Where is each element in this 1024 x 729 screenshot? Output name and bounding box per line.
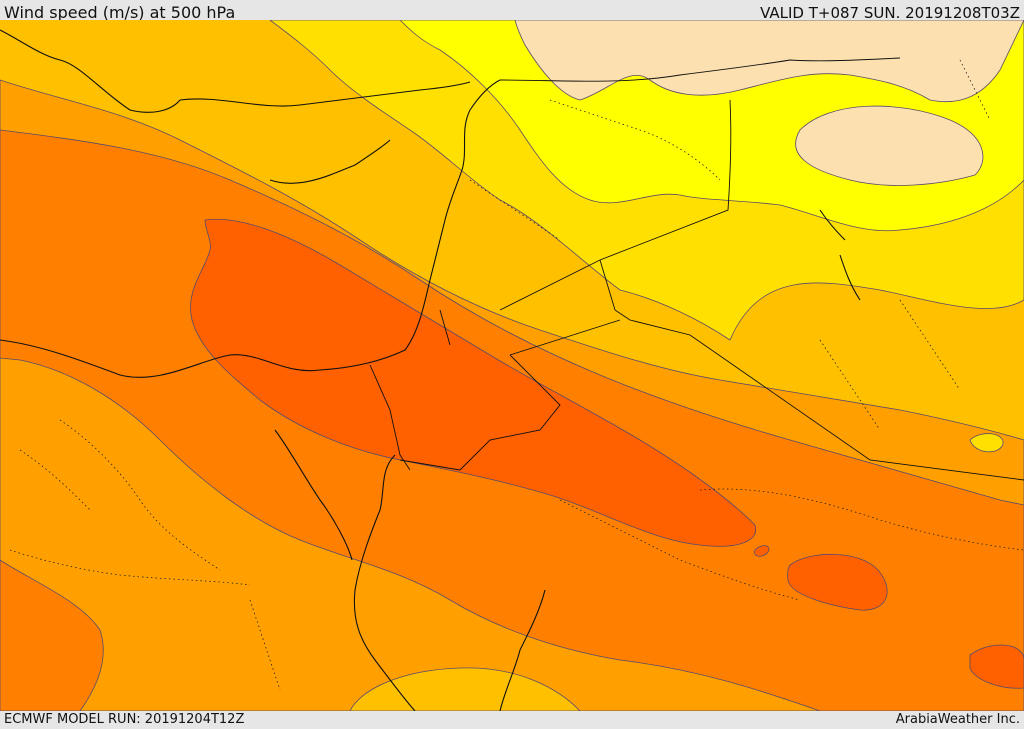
- valid-time: VALID T+087 SUN. 20191208T03Z: [760, 4, 1020, 22]
- map-footer: ECMWF MODEL RUN: 20191204T12Z ArabiaWeat…: [0, 711, 1024, 729]
- wind-band-red-orange: [787, 553, 888, 611]
- wind-band-gold: [349, 667, 581, 711]
- country-borders: [369, 57, 1024, 481]
- wind-band-deep-orange: [0, 559, 104, 711]
- wind-band-pale: [514, 20, 1024, 103]
- wind-band-red-orange: [190, 218, 757, 547]
- wind-band-gold: [969, 433, 1004, 453]
- wind-band-pale: [795, 105, 984, 186]
- map-title: Wind speed (m/s) at 500 hPa: [4, 3, 236, 22]
- wind-band-red-orange: [969, 644, 1024, 689]
- admin-boundaries: [9, 59, 1024, 691]
- coastlines: [0, 29, 861, 711]
- wind-speed-map: [0, 20, 1024, 711]
- model-run: ECMWF MODEL RUN: 20191204T12Z: [4, 712, 245, 727]
- map-header: Wind speed (m/s) at 500 hPa VALID T+087 …: [0, 0, 1024, 22]
- credit: ArabiaWeather Inc.: [895, 712, 1020, 727]
- wind-band-red-orange: [754, 545, 770, 557]
